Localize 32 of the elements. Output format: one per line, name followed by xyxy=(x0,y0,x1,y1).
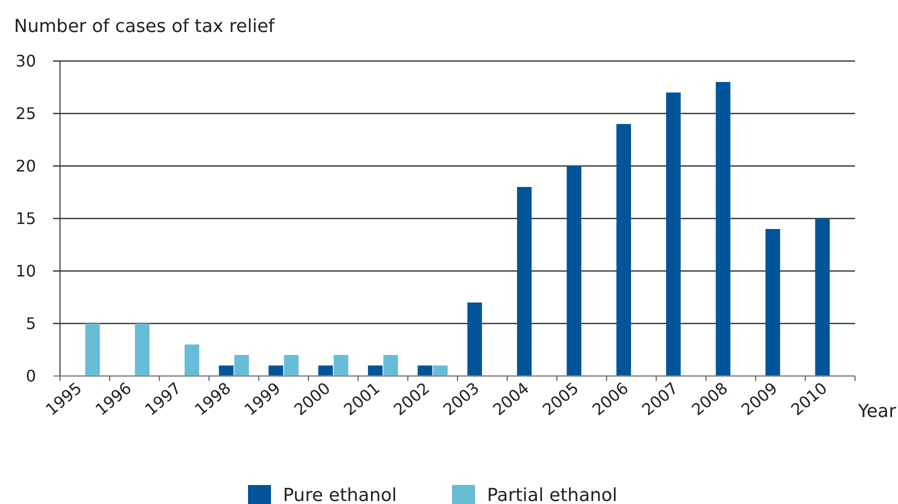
y-tick-label: 0 xyxy=(26,366,36,386)
y-tick-label: 10 xyxy=(16,262,36,281)
bar xyxy=(383,355,398,376)
y-tick-label: 5 xyxy=(26,314,36,334)
bar xyxy=(418,366,432,376)
bar xyxy=(218,366,234,376)
bar xyxy=(765,229,780,376)
bar xyxy=(268,366,284,376)
bar xyxy=(616,124,632,376)
y-tick-label: 15 xyxy=(16,209,36,228)
x-axis-title: Year xyxy=(857,401,897,422)
y-axis-title: Number of cases of tax relief xyxy=(14,16,276,37)
legend-label: Partial ethanol xyxy=(487,485,618,504)
bar xyxy=(318,366,333,376)
bar xyxy=(184,344,200,376)
bar xyxy=(467,302,482,376)
bar xyxy=(134,324,150,376)
bar xyxy=(666,92,681,376)
bar xyxy=(716,82,730,376)
bar xyxy=(85,324,100,376)
y-tick-label: 20 xyxy=(16,156,36,176)
bar xyxy=(334,355,348,376)
bar xyxy=(815,218,830,376)
bar xyxy=(284,355,299,376)
bar xyxy=(517,187,532,376)
bar xyxy=(368,366,383,376)
bar xyxy=(433,366,448,376)
legend-label: Pure ethanol xyxy=(283,485,397,504)
y-tick-label: 25 xyxy=(16,104,36,124)
bar xyxy=(566,166,582,376)
bar xyxy=(234,355,249,376)
y-tick-label: 30 xyxy=(16,52,36,71)
